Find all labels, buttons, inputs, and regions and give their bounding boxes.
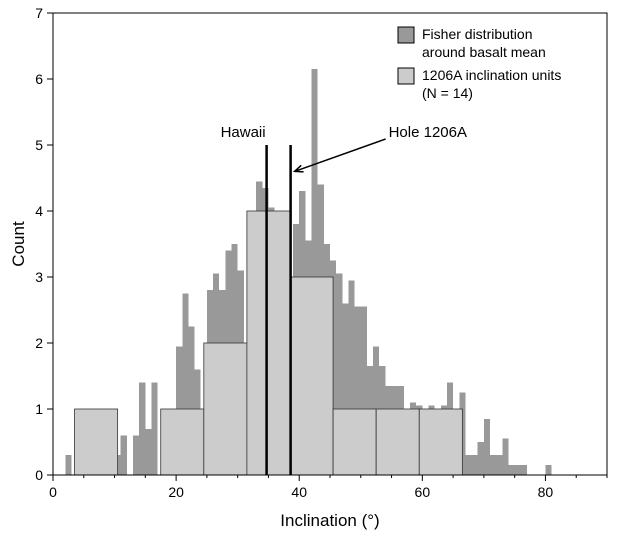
fisher-bar-3 [133, 435, 140, 475]
fisher-bar-56 [514, 465, 521, 475]
fisher-bar-30 [354, 306, 361, 475]
unit-bar-8 [418, 408, 463, 476]
x-tick-label-2: 40 [291, 484, 307, 500]
fisher-bar-48 [465, 455, 472, 475]
y-tick-label-5: 5 [35, 137, 43, 153]
legend: Fisher distribution around basalt mean 1… [397, 26, 561, 101]
legend-swatch-fisher [397, 26, 415, 44]
y-tick-label-1: 1 [35, 401, 43, 417]
fisher-bar-31 [360, 306, 367, 475]
fisher-bar-49 [471, 455, 478, 475]
fisher-bar-0 [65, 455, 72, 475]
y-tick-label-0: 0 [35, 467, 43, 483]
unit-bar-7 [375, 408, 420, 476]
fisher-bar-54 [502, 438, 509, 475]
fisher-bar-9 [188, 326, 195, 475]
unit-bar-3 [203, 342, 248, 476]
y-tick-label-2: 2 [35, 335, 43, 351]
fisher-bar-29 [348, 280, 355, 475]
y-tick-label-6: 6 [35, 71, 43, 87]
fisher-bar-28 [342, 303, 349, 475]
legend-label-1206a-line2: (N = 14) [422, 85, 473, 101]
fisher-bar-58 [545, 465, 552, 475]
y-tick-label-3: 3 [35, 269, 43, 285]
unit-bar-2 [160, 408, 205, 476]
reference-lines [265, 145, 292, 475]
hawaii-label: Hawaii [221, 124, 266, 141]
fisher-bar-6 [151, 382, 158, 475]
y-tick-label-4: 4 [35, 203, 43, 219]
fisher-bar-53 [496, 455, 503, 475]
x-tick-label-3: 60 [415, 484, 431, 500]
x-tick-label-0: 0 [49, 484, 57, 500]
fisher-bar-8 [182, 293, 189, 475]
unit-bar-0 [74, 408, 119, 476]
fisher-bar-55 [508, 465, 515, 475]
x-tick-label-1: 20 [168, 484, 184, 500]
fisher-bar-27 [336, 273, 343, 475]
axis-ticks: 0 20 40 60 80 0 1 2 3 4 5 6 7 [35, 5, 608, 500]
unit-bar-4 [246, 210, 291, 476]
fisher-bar-50 [477, 442, 484, 475]
fisher-bar-2 [120, 435, 127, 475]
hole-1206a-label: Hole 1206A [389, 124, 467, 141]
fisher-bar-4 [139, 382, 146, 475]
unit-bars [74, 210, 463, 476]
fisher-bar-23 [311, 69, 318, 475]
hole-1206a-arrow [292, 138, 386, 173]
legend-label-fisher-line1: Fisher distribution [422, 26, 533, 42]
x-axis-title: Inclination (°) [280, 511, 379, 530]
fisher-bar-52 [490, 455, 497, 475]
legend-label-1206a-line1: 1206A inclination units [422, 67, 561, 83]
x-tick-label-4: 80 [538, 484, 554, 500]
fisher-bar-57 [520, 465, 527, 475]
y-tick-label-7: 7 [35, 5, 43, 21]
unit-bar-5 [289, 276, 334, 476]
legend-swatch-1206a [397, 67, 415, 85]
legend-label-fisher-line2: around basalt mean [422, 44, 546, 60]
fisher-bar-5 [145, 428, 152, 475]
fisher-bar-51 [483, 418, 491, 475]
unit-bar-6 [332, 408, 377, 476]
y-axis-title: Count [9, 221, 28, 267]
